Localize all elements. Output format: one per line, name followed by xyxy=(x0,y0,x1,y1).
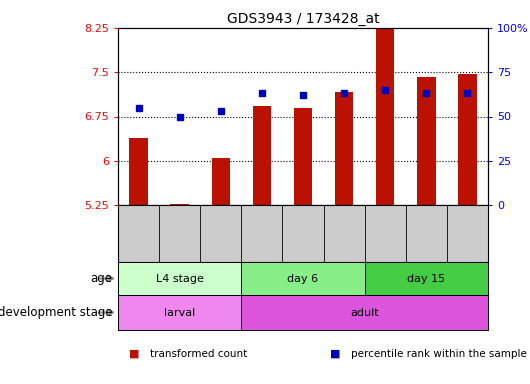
Bar xyxy=(241,295,488,330)
Bar xyxy=(129,138,148,205)
Bar xyxy=(376,10,394,205)
Text: L4 stage: L4 stage xyxy=(156,273,204,283)
Bar xyxy=(118,262,241,295)
Bar xyxy=(171,204,189,205)
Bar xyxy=(365,262,488,295)
Bar xyxy=(458,74,476,205)
Title: GDS3943 / 173428_at: GDS3943 / 173428_at xyxy=(227,12,379,26)
Text: development stage: development stage xyxy=(0,306,113,319)
Text: transformed count: transformed count xyxy=(150,349,247,359)
Text: percentile rank within the sample: percentile rank within the sample xyxy=(351,349,527,359)
Bar xyxy=(211,158,230,205)
Text: adult: adult xyxy=(350,308,379,318)
Bar xyxy=(253,106,271,205)
Bar xyxy=(118,295,241,330)
Text: day 6: day 6 xyxy=(287,273,319,283)
Text: ■: ■ xyxy=(330,349,340,359)
Bar xyxy=(294,108,312,205)
Bar xyxy=(241,262,365,295)
Text: age: age xyxy=(91,272,113,285)
Text: larval: larval xyxy=(164,308,195,318)
Bar xyxy=(335,92,354,205)
Text: ■: ■ xyxy=(129,349,139,359)
Bar xyxy=(417,77,436,205)
Text: day 15: day 15 xyxy=(407,273,445,283)
